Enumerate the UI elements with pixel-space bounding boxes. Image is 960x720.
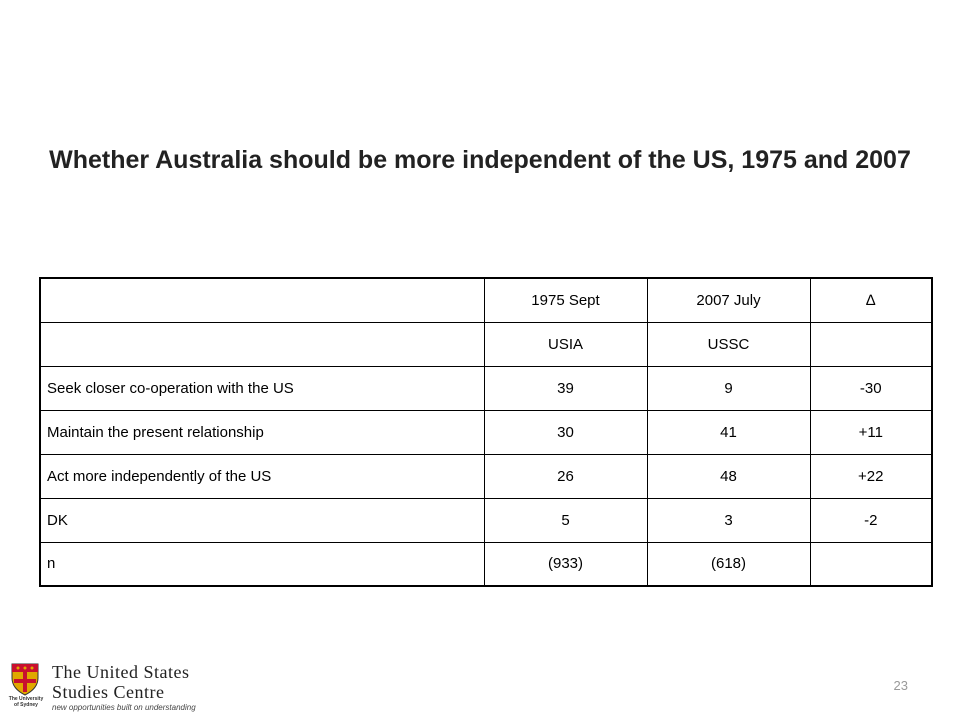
row-value-1975: 5 xyxy=(483,497,648,543)
header-cell-1975: 1975 Sept xyxy=(483,277,648,323)
page-number: 23 xyxy=(893,678,908,693)
logo-line-1: The United States xyxy=(52,662,190,682)
row-label: n xyxy=(39,541,485,587)
row-value-1975: 30 xyxy=(483,409,648,455)
source-cell-ussc: USSC xyxy=(646,321,811,367)
table-row: Maintain the present relationship 30 41 … xyxy=(39,409,933,455)
row-value-2007: 3 xyxy=(646,497,811,543)
crest-caption: The University of Sydney xyxy=(8,696,44,708)
row-value-delta: -2 xyxy=(809,497,933,543)
row-value-2007: 48 xyxy=(646,453,811,499)
table-row: DK 5 3 -2 xyxy=(39,497,933,543)
row-label: Maintain the present relationship xyxy=(39,409,485,455)
table-row: Act more independently of the US 26 48 +… xyxy=(39,453,933,499)
table-row: Seek closer co-operation with the US 39 … xyxy=(39,365,933,411)
survey-table: 1975 Sept 2007 July ∆ USIA USSC Seek clo… xyxy=(39,277,933,587)
row-value-1975: 26 xyxy=(483,453,648,499)
table-source-row: USIA USSC xyxy=(39,321,933,367)
slide-title: Whether Australia should be more indepen… xyxy=(49,146,911,174)
source-cell-empty xyxy=(39,321,485,367)
row-value-delta: +22 xyxy=(809,453,933,499)
row-label: Seek closer co-operation with the US xyxy=(39,365,485,411)
row-value-2007: 41 xyxy=(646,409,811,455)
header-cell-2007: 2007 July xyxy=(646,277,811,323)
header-cell-empty xyxy=(39,277,485,323)
source-cell-usia: USIA xyxy=(483,321,648,367)
row-value-2007: (618) xyxy=(646,541,811,587)
table-row: n (933) (618) xyxy=(39,541,933,587)
logo-line-2: Studies Centre xyxy=(52,682,165,702)
row-value-delta: -30 xyxy=(809,365,933,411)
header-cell-delta: ∆ xyxy=(809,277,933,323)
row-label: Act more independently of the US xyxy=(39,453,485,499)
ussc-logo: The University of Sydney The United Stat… xyxy=(8,660,238,716)
table-header-row: 1975 Sept 2007 July ∆ xyxy=(39,277,933,323)
row-value-1975: 39 xyxy=(483,365,648,411)
logo-tagline: new opportunities built on understanding xyxy=(52,703,196,712)
row-value-2007: 9 xyxy=(646,365,811,411)
row-value-delta: +11 xyxy=(809,409,933,455)
row-value-delta xyxy=(809,541,933,587)
source-cell-delta xyxy=(809,321,933,367)
row-value-1975: (933) xyxy=(483,541,648,587)
row-label: DK xyxy=(39,497,485,543)
university-crest-icon xyxy=(11,663,39,696)
